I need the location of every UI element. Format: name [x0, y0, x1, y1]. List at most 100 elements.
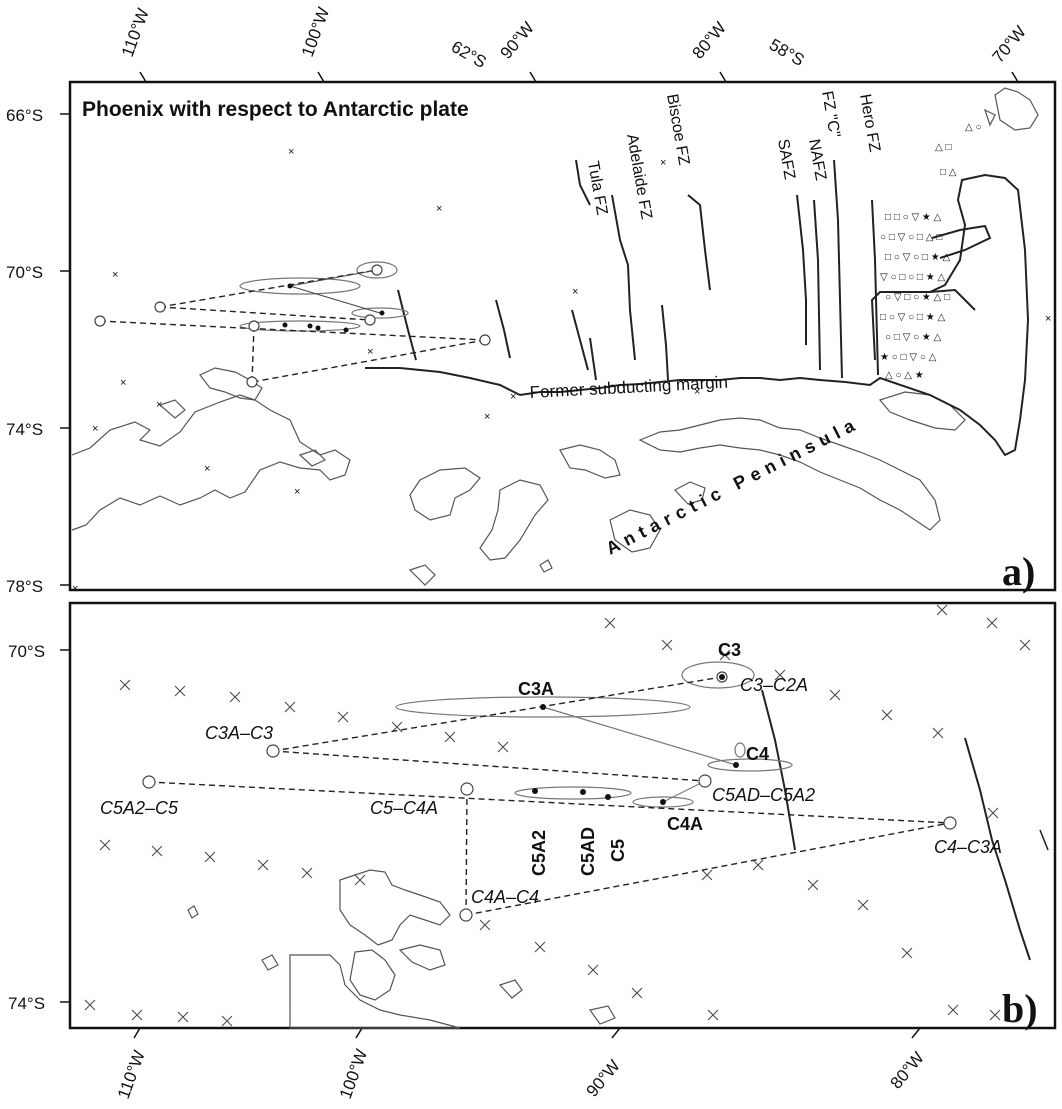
panel-a-frame — [68, 80, 1057, 592]
panel-a: 66°S 70°S 74°S 78°S 110°W 100°W 62°S 90°… — [6, 5, 1057, 596]
pole-dot-c3 — [719, 674, 725, 680]
label-c5ad-c5a2: C5AD–C5A2 — [712, 785, 815, 805]
lon-label-100w-bottom: 100°W — [336, 1047, 371, 1102]
stage-pole-c4a-c4 — [459, 908, 473, 922]
path-c3a-c5ad — [272, 750, 706, 782]
lon-label-70w-top: 70°W — [989, 22, 1030, 66]
svg-text:×: × — [120, 377, 126, 389]
panel-a-lon-labels: 110°W 100°W 62°S 90°W 80°W 58°S 70°W — [118, 5, 1030, 83]
label-c3-c2a: C3–C2A — [740, 675, 808, 695]
svg-text:○ ▽ □ ○ ★ △ □: ○ ▽ □ ○ ★ △ □ — [885, 292, 950, 303]
lon-label-90w-top: 90°W — [497, 18, 538, 62]
fz-label-hero: Hero FZ — [856, 93, 883, 154]
label-c5a2-c5: C5A2–C5 — [100, 798, 179, 818]
svg-text:▽ ○ □ ○ □ ★ △: ▽ ○ □ ○ □ ★ △ — [880, 272, 945, 283]
svg-text:×: × — [294, 486, 300, 498]
pole-dot-c5a2 — [532, 788, 538, 794]
ellipse-c4a — [632, 796, 694, 808]
panel-b-frame — [68, 601, 1057, 1030]
path-c5a2-c4c3a — [148, 781, 951, 824]
panel-a-fracture-zones — [397, 159, 879, 381]
panel-b-coastlines — [187, 869, 616, 1029]
svg-text:○ □ ▽ ○ □ △ □: ○ □ ▽ ○ □ △ □ — [880, 232, 942, 243]
lon-label-80w-top: 80°W — [689, 18, 730, 62]
svg-text:×: × — [660, 157, 666, 169]
lat-label-74: 74°S — [6, 420, 43, 439]
label-c4a: C4A — [667, 814, 703, 834]
panel-b-lon-labels: 110°W 100°W 90°W 80°W — [114, 1027, 928, 1102]
pole-dot-c5ad — [580, 789, 586, 795]
svg-text:□ ○ ▽ ○ □ ★ △: □ ○ ▽ ○ □ ★ △ — [885, 252, 950, 263]
panel-b-label: b) — [1002, 986, 1038, 1031]
pole-dot-c5 — [605, 794, 611, 800]
svg-text:×: × — [156, 399, 162, 411]
label-c3a: C3A — [518, 679, 554, 699]
svg-text:×: × — [92, 423, 98, 435]
lon-label-80w-bottom: 80°W — [887, 1048, 928, 1092]
svg-text:△ ○: △ ○ — [965, 122, 982, 133]
lat-label-78: 78°S — [6, 577, 43, 596]
panel-b-finite-poles — [532, 674, 739, 805]
svg-text:×: × — [436, 203, 442, 215]
ellipse-c3 — [681, 661, 755, 689]
margin-inner-boundary — [929, 288, 976, 311]
svg-text:□ ○ ▽ ○ □ ★ △: □ ○ ▽ ○ □ ★ △ — [880, 312, 945, 323]
panel-a-lat-labels: 66°S 70°S 74°S 78°S — [6, 106, 70, 596]
panel-b-grid-crosses — [84, 604, 1031, 1027]
svg-text:×: × — [484, 411, 490, 423]
fz-label-biscoe: Biscoe FZ — [663, 93, 692, 167]
svg-text:×: × — [694, 386, 700, 398]
panel-a-grid-crosses: × × × × × × × × × × × × × × × × — [72, 146, 1051, 595]
panel-b-ellipses — [395, 661, 793, 808]
panel-a-label: a) — [1002, 549, 1035, 594]
stage-pole-c5a2-c5 — [142, 775, 156, 789]
antarctic-peninsula-label: Antarctic Peninsula — [603, 413, 863, 559]
svg-text:★ ○ □ ▽ ○ △: ★ ○ □ ▽ ○ △ — [880, 352, 937, 363]
lon-label-90w-bottom: 90°W — [583, 1056, 624, 1100]
panel-b-paths — [148, 674, 951, 916]
path-c4ac4-c4c3a — [465, 822, 951, 916]
svg-text:×: × — [367, 346, 373, 358]
svg-text:×: × — [112, 269, 118, 281]
svg-text:×: × — [510, 391, 516, 403]
lat-label-62s-top: 62°S — [448, 37, 490, 72]
panel-b-fracture-zones — [761, 689, 1049, 961]
fz-label-tula: Tula FZ — [584, 160, 610, 217]
path-c3a-c4 — [542, 706, 737, 766]
finite-pole-labels: C3 C3A C4 C4A C5 C5AD C5A2 — [518, 640, 769, 876]
svg-text:○ □ ▽ ○ ★ △: ○ □ ▽ ○ ★ △ — [885, 332, 942, 343]
pole-dot-c3a — [540, 704, 546, 710]
panel-a-pole-path — [94, 261, 491, 388]
fz-label-safz: SAFZ — [774, 138, 798, 181]
label-c4: C4 — [746, 744, 769, 764]
lat-label-70: 70°S — [6, 263, 43, 282]
stage-pole-c5ad-c5a2 — [698, 774, 712, 788]
fz-label-nafz: NAFZ — [805, 138, 829, 182]
svg-text:×: × — [72, 583, 78, 595]
lat-label-74-b: 74°S — [8, 994, 45, 1013]
stage-pole-labels: C3–C2A C3A–C3 C5A2–C5 C5–C4A C5AD–C5A2 C… — [100, 675, 1002, 907]
panel-b-lat-labels: 70°S 74°S — [8, 642, 70, 1013]
label-c4a-c4: C4A–C4 — [471, 887, 539, 907]
ellipse-c4 — [707, 758, 793, 772]
label-c3a-c3: C3A–C3 — [205, 723, 273, 743]
svg-text:×: × — [288, 146, 294, 158]
lat-label-58s-top: 58°S — [766, 35, 808, 70]
margin-ridge-segment — [931, 224, 992, 259]
panel-b: 70°S 74°S 110°W 100°W 90°W 80°W — [8, 601, 1057, 1102]
svg-text:△ □: △ □ — [935, 142, 952, 153]
magnetic-anomaly-symbols: □ □ ○ ▽ ★ △ ○ □ ▽ ○ □ △ □ □ ○ ▽ ○ □ ★ △ … — [880, 122, 982, 381]
path-c3a-c3 — [272, 676, 723, 752]
svg-text:×: × — [1045, 313, 1051, 325]
svg-text:×: × — [572, 286, 578, 298]
svg-text:×: × — [204, 463, 210, 475]
svg-text:△ ○ △ ★: △ ○ △ ★ — [885, 370, 924, 381]
label-c5-c4a: C5–C4A — [370, 798, 438, 818]
svg-text:□ □ ○ ▽ ★ △: □ □ ○ ▽ ★ △ — [885, 212, 942, 223]
panel-a-coastlines — [71, 87, 1039, 586]
ellipse-c5-group — [514, 786, 632, 800]
lon-label-110w-top: 110°W — [118, 6, 153, 59]
pole-dot-c4a — [660, 799, 666, 805]
panel-a-title: Phoenix with respect to Antarctic plate — [82, 98, 469, 121]
